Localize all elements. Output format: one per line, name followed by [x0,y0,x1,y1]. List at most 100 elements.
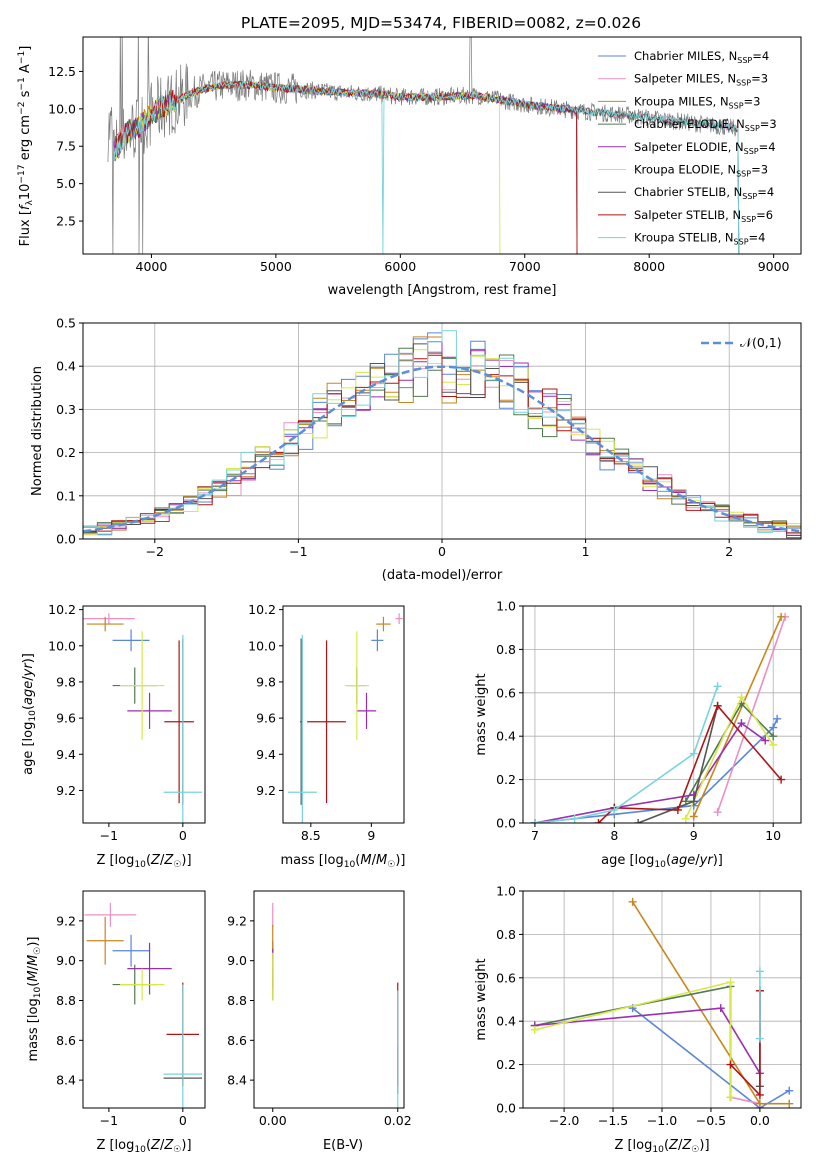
y-tick-label: 0.2 [496,1057,516,1072]
weight-marker [530,819,539,823]
label-part: age [21,681,36,705]
y-tick-label: 0.0 [496,816,516,831]
legend-entry: Kroupa ELODIE, NSSP=3 [634,163,768,179]
y-tick-label: 0.6 [496,970,516,985]
weight-marker [737,693,746,702]
model-spectrum-8 [113,79,740,254]
weight-marker [681,814,690,823]
label-part: / [678,1138,683,1153]
x-tick-label: 7000 [509,259,541,274]
weight-marker [726,1060,735,1069]
figure-title: PLATE=2095, MJD=53474, FIBERID=0082, z=0… [241,14,641,32]
label-part: M [26,970,41,981]
label-part: 10 [18,184,33,201]
y-tick-label: 7.5 [56,139,76,154]
weight-marker [769,740,778,749]
label-part: age [log [21,722,36,775]
x-tick-label: 6000 [384,259,416,274]
plot-area [107,37,740,254]
plot-area [83,613,203,823]
legend-sub: SSP [729,101,744,110]
label-part: ☉ [173,860,181,870]
label-part: Z [150,1138,161,1153]
y-tick-label: 9.4 [256,747,276,762]
axes-frame [82,890,206,1109]
axes-frame [253,890,405,1109]
x-axis-label: Z [log10(Z/Z☉)] [96,1138,191,1155]
y-tick-label: 9.8 [56,674,76,689]
weight-marker [769,723,778,732]
legend-name: Chabrier MILES, N [634,49,737,63]
x-tick-label: 1 [582,544,590,559]
y-tick-label: 0.8 [496,927,516,942]
y-tick-label: 0.4 [496,1014,516,1029]
x-axis-label: Z [log10(Z/Z☉)] [614,1138,709,1155]
label-part: 10 [134,1145,146,1155]
plot-area [84,902,203,1108]
x-tick-label: 0.00 [259,1113,287,1128]
weight-marker [716,1004,725,1013]
weight-marker [769,732,778,741]
y-tick-label: 0.2 [496,772,516,787]
label-part: Flux [ [18,210,33,246]
x-tick-label: −1.0 [647,1113,677,1128]
legend-entry: Salpeter STELIB, NSSP=6 [634,208,773,224]
y-tick-label: 9.2 [227,913,247,928]
label-part: 10 [28,710,38,722]
y-tick-label: 8.8 [56,993,76,1008]
x-axis-label: wavelength [Angstrom, rest frame] [328,283,557,298]
weight-marker [726,1093,735,1102]
legend-sub: SSP [736,79,751,88]
legend-suffix: =4 [749,231,766,245]
plot-area [287,613,403,823]
plot-area [530,897,794,1108]
x-tick-label: 8 [610,828,618,843]
weight-marker [634,819,643,823]
axes-frame [282,605,405,824]
label-part: M [360,853,371,868]
legend-sub: SSP [736,170,751,179]
weight-marker [755,1099,764,1108]
y-tick-label: 2.5 [56,214,76,229]
y-tick-label: 9.4 [56,747,76,762]
label-part: 10 [652,1145,664,1155]
x-tick-label: 8000 [633,259,665,274]
weight-marker [594,819,603,823]
legend-entry: 𝒩(0,1) [740,335,782,350]
label-part: yr [21,662,36,678]
legend-entry: Chabrier STELIB, NSSP=4 [634,185,774,201]
label-part: −1 [17,51,27,64]
weight-marker [689,749,698,758]
x-tick-label: 9 [367,828,375,843]
y-tick-label: 0.4 [56,359,76,374]
label-part: )] [21,653,36,663]
y-tick-label: 9.0 [227,953,247,968]
normal-reference-curve [83,365,801,533]
y-tick-label: 0.0 [496,1101,516,1116]
y-tick-label: 9.2 [56,913,76,928]
weight-marker [773,714,782,723]
label-part: erg cm [18,115,33,164]
weight-series-2 [693,616,782,817]
legend-suffix: =3 [751,72,768,86]
y-tick-label: 8.6 [227,1033,247,1048]
y-tick-label: 10.0 [48,101,76,116]
x-axis-label: Z [log10(Z/Z☉)] [96,853,191,870]
axes-weight-vs-Z: −2.0 −1.5 −1.0 −0.5 0.0 0.0 0.2 0.4 0.6 0.8 1.0 Z [… [474,884,802,1155]
x-tick-label: 0 [438,544,446,559]
label-part: ☉ [691,1145,699,1155]
x-tick-label: −2.0 [549,1113,579,1128]
plot-area [530,612,790,823]
y-tick-label: 9.0 [56,953,76,968]
label-part: −1 [17,77,27,90]
legend-name: Kroupa MILES, N [634,94,729,108]
y-tick-label: 9.6 [256,711,276,726]
label-part: Z [668,1138,679,1153]
plot-area [83,330,801,539]
weight-marker [713,701,722,710]
y-tick-label: 0.4 [496,729,516,744]
weight-marker [673,805,682,814]
weight-series-0 [632,1007,790,1108]
weight-marker [755,967,764,976]
